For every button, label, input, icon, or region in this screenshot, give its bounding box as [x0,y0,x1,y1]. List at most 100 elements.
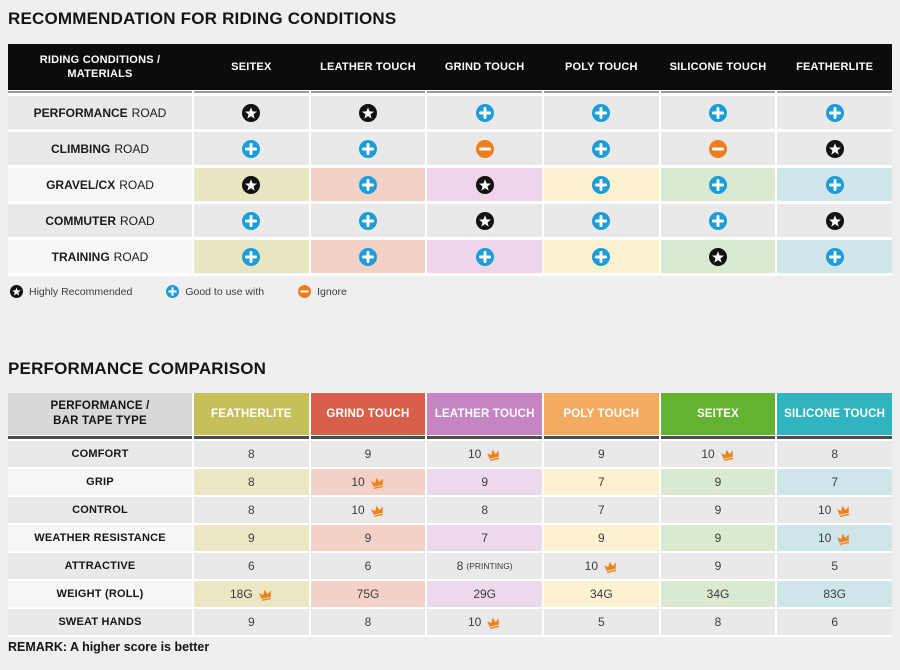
plus-icon [242,139,261,158]
table-row: COMFORT 8 9 10 9 10 8 [8,441,892,467]
score-value: 75G [356,587,380,601]
condition-name: TRAINING [51,249,110,264]
score-cell: 6 [777,609,892,635]
score-value: 8 [247,447,255,461]
divider-segment [8,91,192,93]
star-icon [358,103,377,122]
column-header-poly-touch: POLY TOUCH [564,60,638,73]
condition-name: COMMUTER [45,213,116,228]
rating-cell [427,204,542,237]
legend-item: Ignore [298,285,347,298]
crown-icon [604,561,616,573]
performance-comparison-table: PERFORMANCE / BAR TAPE TYPE FEATHERLITE GRI… [8,393,892,637]
column-header-silicone-touch: SILICONE TOUCH [777,393,892,435]
metric-label: COMFORT [8,441,192,467]
rating-cell [660,204,776,237]
score-cell: 7 [777,469,892,495]
score-cell: 10 [310,497,426,523]
table-row: SWEAT HANDS 9 8 10 5 8 6 [8,609,892,635]
crown-icon [487,617,500,629]
score-value: 34G [589,587,613,601]
column-header-seitex: SEITEX [231,60,272,73]
rating-cell [427,240,542,273]
score-cell: 10 [427,609,542,635]
star-icon [10,285,23,298]
condition-name: PERFORMANCE [33,105,128,120]
score-value: 10 [351,503,365,517]
performance-header-row: PERFORMANCE / BAR TAPE TYPE FEATHERLITE GRI… [8,393,892,435]
table-row: CONTROL 8 10 8 7 9 10 [8,497,892,523]
score-cell: 75G [310,581,426,607]
score-cell: 5 [543,609,659,635]
score-cell: 10 [543,553,659,579]
riding-conditions-table: RIDING CONDITIONS / MATERIALS SEITEX LEATHE… [8,44,892,276]
crown-icon [487,449,500,461]
column-header-featherlite: FEATHERLITE [194,393,309,435]
rating-cell [660,132,776,165]
score-value: 9 [714,559,722,573]
minus-icon [708,139,727,158]
rating-cell [310,168,426,201]
plus-icon [592,175,611,194]
column-header-poly-touch: POLY TOUCH [543,393,659,435]
score-cell: 8 [194,441,309,467]
riding-conditions-header-divider [8,91,892,93]
score-cell: 9 [427,469,542,495]
score-note: (PRINTING) [466,561,513,571]
score-cell: 9 [310,525,426,551]
performance-comparison-title: PERFORMANCE COMPARISON [8,359,267,378]
divider-segment [427,436,542,439]
plus-icon [358,211,377,230]
rating-cell [310,132,426,165]
score-value: 10 [817,503,832,517]
crown-icon [720,449,733,461]
table-row: GRAVEL/CX ROAD [8,168,892,201]
plus-icon [592,247,611,266]
plus-icon [825,103,844,122]
metric-label: CONTROL [8,497,192,523]
plus-icon [475,247,494,266]
divider-segment [777,436,892,439]
score-cell: 6 [310,553,426,579]
score-value: 8 [831,447,838,461]
star-icon [475,211,494,230]
score-cell: 7 [543,469,659,495]
plus-icon [475,103,494,122]
score-value: 7 [831,475,838,489]
rating-cell [194,96,309,129]
plus-icon [825,247,844,266]
score-cell: 7 [427,525,542,551]
condition-label: COMMUTER ROAD [8,204,192,237]
score-cell: 34G [660,581,776,607]
rating-legend: Highly Recommended Good to use with Ignore [10,285,347,298]
star-icon [825,139,844,158]
score-value: 6 [247,559,255,573]
rating-cell [310,204,426,237]
rating-cell [427,132,542,165]
score-value: 9 [364,531,372,545]
table-row: GRIP 8 10 9 7 9 7 [8,469,892,495]
score-value: 9 [247,531,255,545]
rating-cell [777,204,892,237]
column-header-grind-touch: GRIND TOUCH [444,60,525,73]
metric-label: SWEAT HANDS [8,609,192,635]
score-value: 9 [714,503,722,517]
column-header-featherlite: FEATHERLITE [796,60,874,73]
performance-header-divider [8,436,892,439]
divider-segment [427,91,542,93]
score-value: 18G [229,587,253,601]
score-value: 5 [597,615,605,629]
score-value: 10 [467,447,482,461]
rating-cell [427,168,542,201]
condition-suffix: ROAD [119,177,154,192]
score-cell: 10 [427,441,542,467]
rating-cell [194,204,309,237]
score-value: 6 [364,559,372,573]
legend-label: Ignore [317,285,347,298]
divider-segment [543,91,659,93]
score-cell: 10 [777,497,892,523]
legend-item: Good to use with [166,285,264,298]
table-row: COMMUTER ROAD [8,204,892,237]
minus-icon [475,139,494,158]
rating-cell [543,168,659,201]
